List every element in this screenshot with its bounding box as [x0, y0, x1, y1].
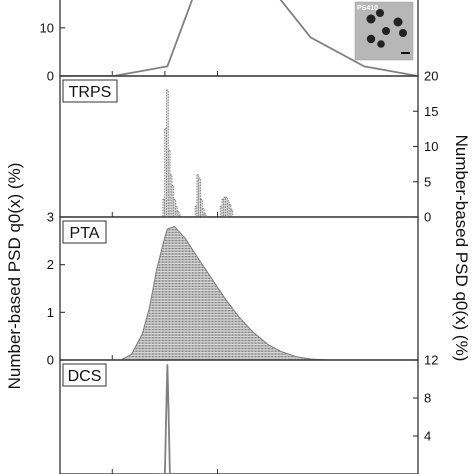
- panel-label: PTA: [62, 220, 107, 244]
- panel-trps: 0 5 10 15 20 TRPS: [59, 69, 438, 225]
- y-tick-label: 10: [40, 20, 54, 35]
- y-tick-label: 2: [47, 257, 54, 272]
- inset-particle: [399, 29, 407, 37]
- bar-mark: [171, 184, 175, 217]
- panel-label-box: [62, 79, 118, 103]
- inset-label: PS410: [357, 5, 378, 12]
- panel-dcs: 4 8 12 DCS: [59, 353, 438, 474]
- y-tick-label: 1: [47, 305, 54, 320]
- series-point: [167, 406, 170, 409]
- panel-label: TRPS: [62, 79, 118, 103]
- y-tick-label: 0: [47, 353, 54, 368]
- panel-frame: [59, 359, 419, 474]
- inset-scale-bar: [401, 52, 410, 54]
- series-group: [120, 225, 329, 360]
- inset-particle: [366, 34, 376, 44]
- bar-mark: [173, 198, 176, 217]
- bar-mark: [178, 214, 182, 217]
- series-point: [363, 65, 366, 68]
- y-tick-label: 0: [424, 210, 431, 225]
- panel-top: 0 10 PS410: [40, 0, 419, 84]
- y-tick-label: 4: [424, 429, 431, 444]
- panel-label-text: DCS: [68, 368, 102, 385]
- inset-particle: [393, 17, 403, 27]
- y-tick-label: 3: [47, 210, 54, 225]
- y-tick-label: 10: [424, 139, 438, 154]
- bar-mark: [203, 213, 207, 217]
- inset-particle: [382, 27, 390, 35]
- series-line: [160, 364, 171, 474]
- bar-mark: [164, 128, 167, 217]
- panel-label-box: [62, 220, 107, 244]
- bar-mark: [221, 198, 225, 217]
- series-line: [60, 0, 418, 76]
- series-point: [165, 406, 168, 409]
- series-point: [309, 36, 312, 39]
- inset-particle: [366, 14, 376, 24]
- y-tick-label: 15: [424, 104, 438, 119]
- bar-mark: [162, 198, 166, 217]
- series-point: [166, 363, 169, 366]
- bar-mark: [194, 205, 198, 217]
- y-tick-label: 8: [424, 391, 431, 406]
- y-tick-label: 12: [424, 353, 438, 368]
- inset-particle: [377, 40, 385, 48]
- area-outline: [120, 225, 329, 360]
- bar-mark: [219, 205, 223, 217]
- bar-mark: [230, 209, 234, 217]
- series-group: [162, 89, 234, 217]
- bar-mark: [200, 198, 203, 217]
- panel-label: DCS: [62, 363, 107, 387]
- series-point: [166, 65, 169, 68]
- inset-particle: [376, 9, 384, 17]
- bar-mark: [176, 210, 180, 217]
- left-axis-title: Number-based PSD q0(x) (%): [5, 163, 24, 390]
- bar-mark: [226, 200, 230, 217]
- right-axis-title: Number-based PSD q0(x) (%): [452, 135, 471, 362]
- bar-mark: [175, 205, 178, 217]
- panel-label-box: [62, 363, 107, 387]
- panel-pta: 0 1 2 3 PTA: [47, 210, 419, 368]
- bar-mark: [198, 177, 201, 217]
- y-tick-label: 20: [424, 69, 438, 84]
- y-tick-label: 5: [424, 174, 431, 189]
- inset-image: PS410: [354, 1, 414, 61]
- panel-label-text: TRPS: [69, 84, 112, 101]
- series-group: [159, 363, 171, 474]
- panel-label-text: PTA: [70, 225, 100, 242]
- series-group: [60, 0, 418, 76]
- y-tick-label: 0: [47, 69, 54, 84]
